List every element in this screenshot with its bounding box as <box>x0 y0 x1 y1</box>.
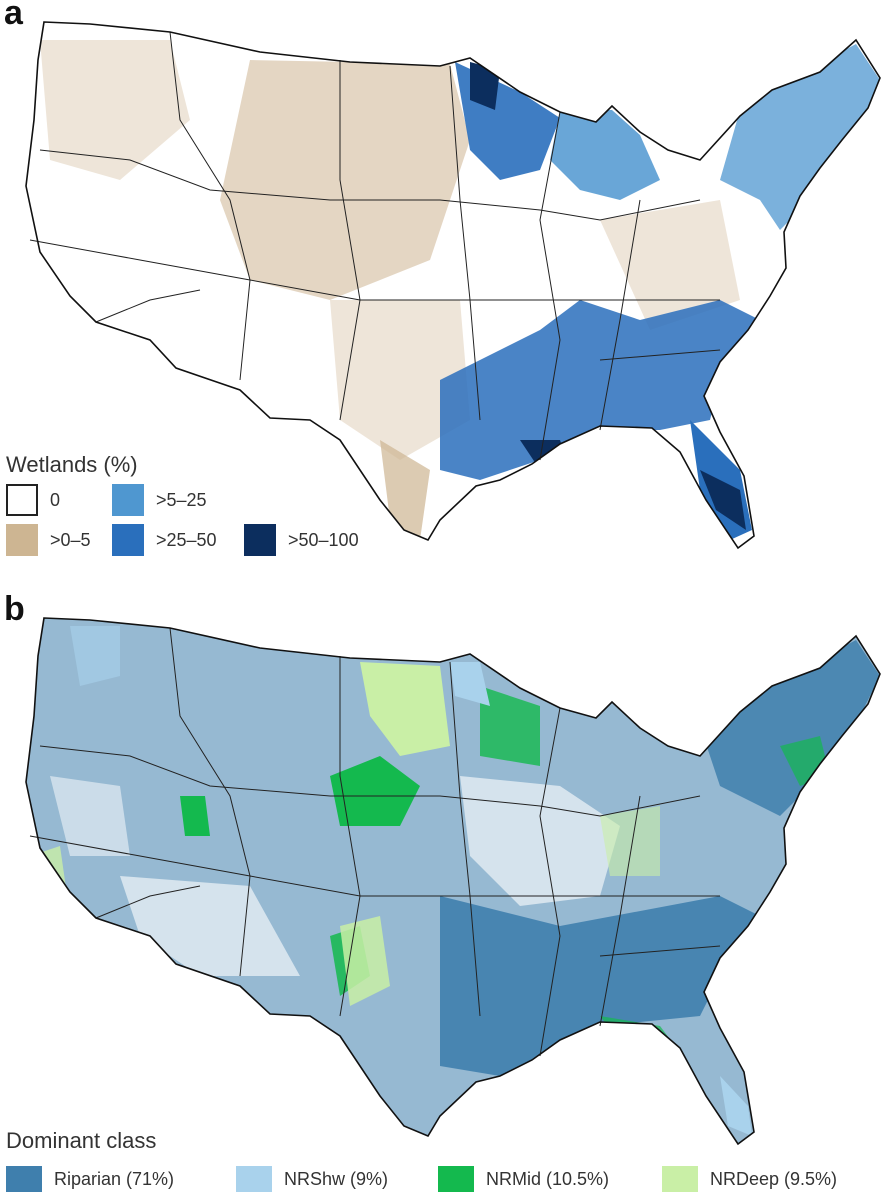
legend-item-nrmid: NRMid (10.5%) <box>438 1166 609 1192</box>
us-map-dominant-class <box>25 617 881 1145</box>
panel-a-letter: a <box>4 0 23 32</box>
legend-label-gt0-5: >0–5 <box>50 529 91 550</box>
nrshw-everglades <box>720 1076 752 1136</box>
white-midwest <box>460 776 620 906</box>
legend-swatch-riparian <box>6 1166 42 1192</box>
legend-label-riparian: Riparian (71%) <box>54 1168 175 1189</box>
legend-swatch-gt25-50 <box>112 524 144 556</box>
tan-plains-region <box>220 60 470 300</box>
tan-texas-region <box>330 300 470 460</box>
riparian-northeast <box>700 640 880 816</box>
legend-label-nrdeep: NRDeep (9.5%) <box>710 1168 838 1189</box>
white-nevada <box>50 776 130 856</box>
nrmid-great-basin <box>180 796 210 836</box>
legend-label-nrshw: NRShw (9%) <box>284 1168 389 1189</box>
nrdeep-ohio <box>600 806 660 876</box>
nrshw-minnesota <box>450 662 490 706</box>
panel-b-dominant-class-map: b Dominant class Riparian (71%) NRShw (9… <box>0 590 888 1200</box>
legend-swatch-nrshw <box>236 1166 272 1192</box>
legend-item-nrdeep: NRDeep (9.5%) <box>662 1166 837 1192</box>
legend-label-gt50-100: >50–100 <box>288 529 359 550</box>
blue-wisconsin-michigan <box>550 110 660 200</box>
legend-swatch-0 <box>6 484 38 516</box>
legend-title-wetlands: Wetlands (%) <box>6 452 138 477</box>
legend-item-gt5-25: >5–25 <box>112 484 207 516</box>
legend-label-gt25-50: >25–50 <box>156 529 217 550</box>
legend-label-0: 0 <box>50 489 61 510</box>
legend-swatch-gt50-100 <box>244 524 276 556</box>
legend-swatch-nrdeep <box>662 1166 698 1192</box>
blue-southeast-coastal <box>440 300 760 480</box>
state-borders <box>29 627 721 1057</box>
legend-item-gt0-5: >0–5 <box>6 524 91 556</box>
legend-title-dominant-class: Dominant class <box>6 1128 157 1153</box>
us-map-wetland-percent <box>25 21 881 549</box>
nrdeep-north-dakota <box>360 662 450 756</box>
legend-label-nrmid: NRMid (10.5%) <box>486 1168 610 1189</box>
panel-a-wetland-percent-map: a Wetlands (%) 0 >0–5 >5–25 >25–50 >50–1… <box>0 0 888 590</box>
legend-swatch-nrmid <box>438 1166 474 1192</box>
legend-item-nrshw: NRShw (9%) <box>236 1166 388 1192</box>
nrmid-nebraska-sandhills <box>330 756 420 826</box>
blue-northeast <box>720 44 880 230</box>
nrmid-minnesota <box>480 686 540 766</box>
legend-item-0: 0 <box>6 484 60 516</box>
legend-swatch-gt5-25 <box>112 484 144 516</box>
legend-label-gt5-25: >5–25 <box>156 489 207 510</box>
wetland-density-layer <box>40 40 880 540</box>
state-borders <box>29 31 721 461</box>
legend-item-gt25-50: >25–50 <box>112 524 217 556</box>
legend-item-gt50-100: >50–100 <box>244 524 359 556</box>
nrshw-northwest <box>70 626 120 686</box>
tan-northwest-region <box>40 40 190 180</box>
panel-b-letter: b <box>4 590 25 628</box>
navy-everglades <box>700 470 746 530</box>
legend-item-riparian: Riparian (71%) <box>6 1166 174 1192</box>
legend-swatch-gt0-5 <box>6 524 38 556</box>
riparian-southeast <box>440 896 760 1076</box>
dominant-class-layer <box>26 618 880 1144</box>
